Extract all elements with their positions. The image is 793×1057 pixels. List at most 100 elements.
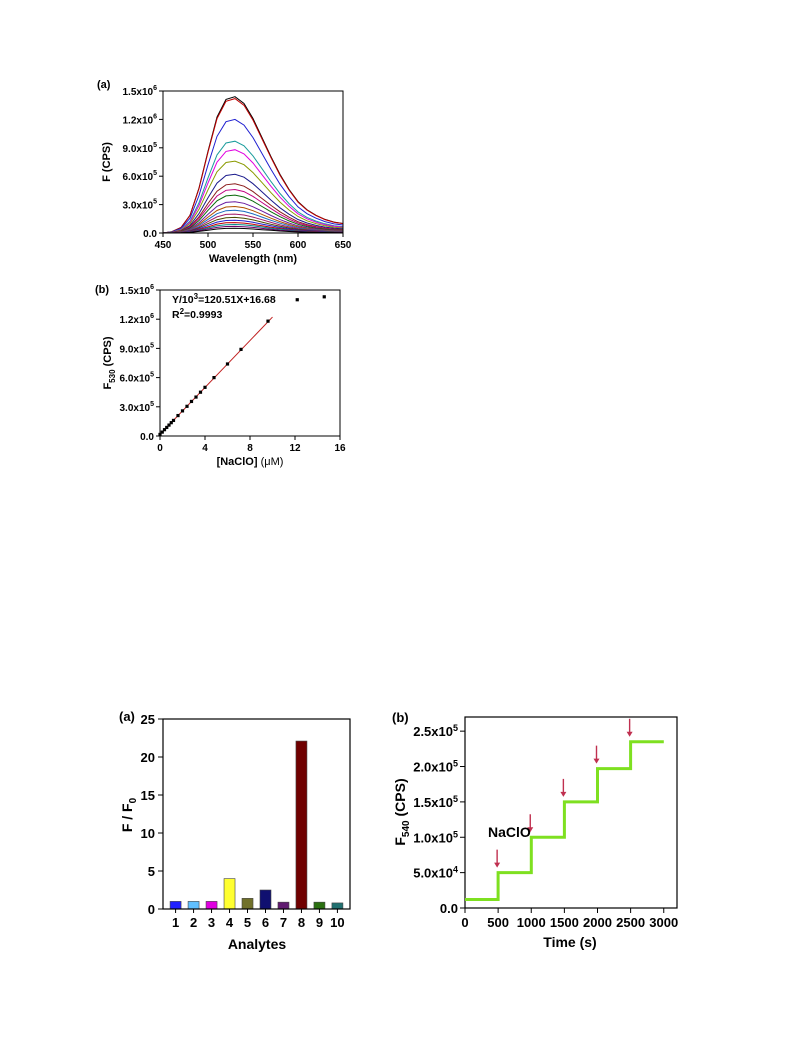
calibration-x-tick-label-16: 16 — [334, 443, 346, 454]
calibration-points — [158, 295, 326, 437]
time-trace-panel-label: (b) — [392, 710, 409, 725]
spectra-y-axis-title: F (CPS) — [101, 142, 113, 182]
analyte-bar-4 — [223, 878, 236, 910]
calibration-equation: Y/103=120.51X+16.68 — [172, 292, 276, 306]
calibration-y-tick-label-4: 1.2x106 — [120, 313, 155, 326]
selectivity-y-tick-label-20: 20 — [141, 750, 155, 765]
spectra-panel-label: (a) — [97, 79, 111, 91]
time-trace-y-axis-title: F540 (CPS) — [392, 778, 412, 845]
spectrum-curve-5 — [162, 149, 344, 234]
calibration-chart: (b) 0 4 8 12 16 0.0 3.0x105 6.0x105 9.0x105 1.2x… — [95, 284, 346, 468]
time-y-tick-label-5: 2.5x105 — [413, 723, 458, 739]
calibration-y-axis-title: F530 (CPS) — [102, 336, 117, 389]
calibration-point-11 — [189, 399, 194, 404]
calibration-point-17 — [239, 347, 243, 351]
analyte-tick-label-2: 2 — [190, 915, 197, 930]
calibration-point-14 — [203, 385, 207, 389]
calibration-point-2 — [160, 430, 164, 434]
spectra-x-tick-label-550: 550 — [245, 240, 262, 251]
calibration-x-axis-title: [NaClO] (μM) — [217, 456, 284, 468]
time-trace-annotation: NaClO — [488, 824, 531, 840]
selectivity-y-tick-label-25: 25 — [141, 712, 155, 727]
time-trace-chart: (b) 0 500 1000 1500 2000 2500 3000 0.0 5.0x104 1… — [392, 710, 678, 950]
selectivity-y-axis-title: F / F0 — [119, 797, 139, 832]
calibration-x-tick-label-12: 12 — [289, 443, 301, 454]
spectra-y-tick-label-2: 6.0x105 — [123, 170, 158, 183]
spectra-y-tick-label-0: 0.0 — [143, 229, 157, 240]
spectra-x-tick-label-500: 500 — [200, 240, 217, 251]
time-y-tick-label-1: 5.0x104 — [413, 865, 458, 881]
addition-arrow-head-5 — [626, 731, 633, 737]
time-trace-path — [465, 740, 664, 901]
time-trace-plot-frame — [464, 716, 678, 909]
spectra-x-axis-title: Wavelength (nm) — [209, 253, 298, 265]
analyte-tick-label-8: 8 — [298, 915, 305, 930]
spectrum-curve-3 — [162, 118, 344, 234]
time-y-tick-label-0: 0.0 — [440, 901, 458, 916]
time-trace-x-ticks: 0 500 1000 1500 2000 2500 3000 — [461, 908, 678, 930]
selectivity-plot-frame — [162, 718, 351, 910]
analyte-tick-label-9: 9 — [316, 915, 323, 930]
spectra-x-ticks: 450 500 550 600 650 — [155, 233, 352, 251]
time-x-tick-label-3000: 3000 — [649, 915, 678, 930]
calibration-point-13 — [198, 390, 203, 394]
analyte-bar-7 — [277, 901, 290, 910]
time-x-tick-label-0: 0 — [461, 915, 468, 930]
time-trace-line — [465, 740, 664, 901]
spectrum-curve-2 — [162, 98, 344, 234]
spectra-x-tick-label-600: 600 — [290, 240, 307, 251]
calibration-point-15 — [212, 376, 216, 380]
calibration-x-tick-label-0: 0 — [157, 443, 163, 454]
addition-arrow-head-1 — [494, 862, 501, 868]
spectrum-curve-1 — [162, 96, 344, 234]
analyte-bar-5 — [241, 898, 254, 910]
calibration-point-7 — [171, 418, 176, 423]
selectivity-bars — [169, 740, 344, 910]
time-x-tick-label-500: 500 — [487, 915, 509, 930]
calibration-point-9 — [180, 409, 185, 413]
calibration-point-4 — [165, 425, 169, 430]
calibration-point-10 — [185, 404, 189, 408]
calibration-x-tick-label-8: 8 — [247, 443, 253, 454]
spectra-y-ticks: 0.0 3.0x105 6.0x105 9.0x105 1.2x106 1.5x106 — [123, 85, 163, 240]
time-x-tick-label-2500: 2500 — [616, 915, 645, 930]
spectrum-curve-13 — [162, 209, 344, 234]
spectrum-curve-6 — [162, 160, 344, 234]
spectrum-curve-9 — [162, 188, 344, 234]
selectivity-y-tick-label-15: 15 — [141, 788, 155, 803]
spectra-chart: (a) 450 500 550 600 650 0.0 3.0x105 6.0x105 9.0… — [97, 79, 352, 265]
calibration-x-tick-label-4: 4 — [202, 443, 208, 454]
spectra-y-tick-label-5: 1.5x106 — [123, 85, 158, 98]
calibration-y-tick-label-3: 9.0x105 — [120, 342, 155, 355]
time-trace-x-axis-title: Time (s) — [543, 934, 596, 950]
spectra-plot-frame — [162, 90, 344, 234]
time-y-tick-label-3: 1.5x105 — [413, 794, 458, 810]
calibration-point-8 — [176, 413, 180, 418]
analyte-bar-8 — [295, 740, 308, 910]
spectra-x-tick-label-450: 450 — [155, 240, 172, 251]
analyte-tick-label-10: 10 — [330, 915, 344, 930]
calibration-y-ticks: 0.0 3.0x105 6.0x105 9.0x105 1.2x106 1.5x106 — [120, 284, 160, 443]
calibration-x-ticks: 0 4 8 12 16 — [157, 436, 346, 454]
analyte-tick-label-7: 7 — [280, 915, 287, 930]
time-y-tick-label-4: 2.0x105 — [413, 759, 458, 775]
spectra-curves — [162, 96, 344, 234]
time-x-tick-label-1000: 1000 — [517, 915, 546, 930]
spectrum-curve-11 — [162, 201, 344, 234]
calibration-point-19 — [295, 298, 299, 302]
spectrum-curve-20 — [163, 227, 344, 234]
calibration-point-3 — [162, 428, 167, 432]
spectrum-curve-7 — [162, 173, 344, 234]
spectra-y-tick-label-1: 3.0x105 — [123, 199, 158, 212]
analyte-bar-1 — [169, 901, 182, 910]
time-trace-y-ticks: 0.0 5.0x104 1.0x105 1.5x105 2.0x105 2.5x105 — [413, 723, 465, 916]
selectivity-y-tick-label-0: 0 — [148, 902, 155, 917]
time-x-tick-label-1500: 1500 — [550, 915, 579, 930]
time-trace-arrows — [494, 718, 633, 868]
selectivity-panel-label: (a) — [119, 709, 135, 724]
analyte-tick-label-4: 4 — [226, 915, 234, 930]
calibration-point-5 — [167, 423, 171, 427]
calibration-r-squared: R2=0.9993 — [172, 307, 222, 321]
